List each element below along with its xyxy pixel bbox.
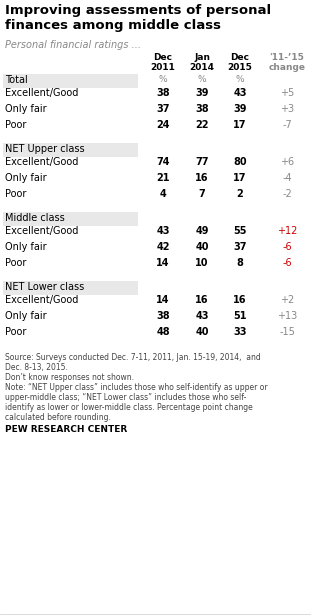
Text: calculated before rounding.: calculated before rounding.	[5, 413, 111, 422]
Text: 39: 39	[195, 88, 209, 98]
Text: 8: 8	[237, 258, 244, 268]
Text: 21: 21	[156, 173, 170, 183]
Text: %: %	[236, 75, 244, 84]
Text: Poor: Poor	[5, 120, 26, 130]
Text: Excellent/Good: Excellent/Good	[5, 226, 78, 236]
Text: 43: 43	[233, 88, 247, 98]
Text: 24: 24	[156, 120, 170, 130]
Text: 43: 43	[156, 226, 170, 236]
Text: PEW RESEARCH CENTER: PEW RESEARCH CENTER	[5, 425, 127, 434]
Text: 49: 49	[195, 226, 209, 236]
Text: Don’t know responses not shown.: Don’t know responses not shown.	[5, 373, 134, 382]
Text: Excellent/Good: Excellent/Good	[5, 295, 78, 305]
Text: -6: -6	[282, 242, 292, 252]
Text: Excellent/Good: Excellent/Good	[5, 88, 78, 98]
Bar	[3, 74, 138, 88]
Text: Jan
2014: Jan 2014	[189, 53, 215, 73]
Text: Source: Surveys conducted Dec. 7-11, 2011, Jan. 15-19, 2014,  and: Source: Surveys conducted Dec. 7-11, 201…	[5, 353, 261, 362]
Bar	[3, 212, 138, 226]
Text: -4: -4	[282, 173, 292, 183]
Text: +3: +3	[280, 104, 294, 114]
Text: Dec
2015: Dec 2015	[228, 53, 253, 73]
Text: 51: 51	[233, 311, 247, 321]
Text: 14: 14	[156, 295, 170, 305]
Text: Total: Total	[5, 75, 28, 85]
Text: 48: 48	[156, 327, 170, 337]
Text: 33: 33	[233, 327, 247, 337]
Text: 43: 43	[195, 311, 209, 321]
Text: 16: 16	[233, 295, 247, 305]
Text: 7: 7	[199, 189, 205, 199]
Text: 17: 17	[233, 173, 247, 183]
Text: 38: 38	[156, 311, 170, 321]
Text: 80: 80	[233, 157, 247, 167]
Text: Only fair: Only fair	[5, 311, 47, 321]
Text: 74: 74	[156, 157, 170, 167]
Text: 37: 37	[233, 242, 247, 252]
Text: NET Lower class: NET Lower class	[5, 282, 84, 292]
Text: Improving assessments of personal
finances among middle class: Improving assessments of personal financ…	[5, 4, 271, 32]
Text: +12: +12	[277, 226, 297, 236]
Text: 4: 4	[160, 189, 166, 199]
Text: -15: -15	[279, 327, 295, 337]
Text: 2: 2	[237, 189, 244, 199]
Text: %: %	[198, 75, 206, 84]
Text: Only fair: Only fair	[5, 104, 47, 114]
Text: +5: +5	[280, 88, 294, 98]
Text: 16: 16	[195, 295, 209, 305]
Text: Middle class: Middle class	[5, 213, 65, 223]
Text: Poor: Poor	[5, 189, 26, 199]
Text: 17: 17	[233, 120, 247, 130]
Text: 39: 39	[233, 104, 247, 114]
Text: Excellent/Good: Excellent/Good	[5, 157, 78, 167]
Text: Only fair: Only fair	[5, 242, 47, 252]
Text: 22: 22	[195, 120, 209, 130]
Text: upper-middle class; “NET Lower class” includes those who self-: upper-middle class; “NET Lower class” in…	[5, 393, 246, 402]
Text: +13: +13	[277, 311, 297, 321]
Text: -7: -7	[282, 120, 292, 130]
Text: +6: +6	[280, 157, 294, 167]
Text: 37: 37	[156, 104, 170, 114]
Text: Note: “NET Upper class” includes those who self-identify as upper or: Note: “NET Upper class” includes those w…	[5, 383, 268, 392]
Text: '11-’15
change: '11-’15 change	[268, 53, 305, 73]
Text: NET Upper class: NET Upper class	[5, 144, 85, 154]
Text: 55: 55	[233, 226, 247, 236]
Text: 16: 16	[195, 173, 209, 183]
Text: Poor: Poor	[5, 327, 26, 337]
Text: 14: 14	[156, 258, 170, 268]
Text: -6: -6	[282, 258, 292, 268]
Text: identify as lower or lower-middle class. Percentage point change: identify as lower or lower-middle class.…	[5, 403, 253, 412]
Text: 38: 38	[156, 88, 170, 98]
Text: Dec. 8-13, 2015.: Dec. 8-13, 2015.	[5, 363, 68, 372]
Text: Dec
2011: Dec 2011	[151, 53, 175, 73]
Text: +2: +2	[280, 295, 294, 305]
Text: 40: 40	[195, 242, 209, 252]
Text: %: %	[159, 75, 167, 84]
Text: 42: 42	[156, 242, 170, 252]
Text: 77: 77	[195, 157, 209, 167]
Text: Personal financial ratings ...: Personal financial ratings ...	[5, 40, 141, 50]
Text: -2: -2	[282, 189, 292, 199]
Text: 40: 40	[195, 327, 209, 337]
Text: Poor: Poor	[5, 258, 26, 268]
Text: 38: 38	[195, 104, 209, 114]
Bar	[3, 281, 138, 295]
Text: Only fair: Only fair	[5, 173, 47, 183]
Text: 10: 10	[195, 258, 209, 268]
Bar	[3, 143, 138, 157]
